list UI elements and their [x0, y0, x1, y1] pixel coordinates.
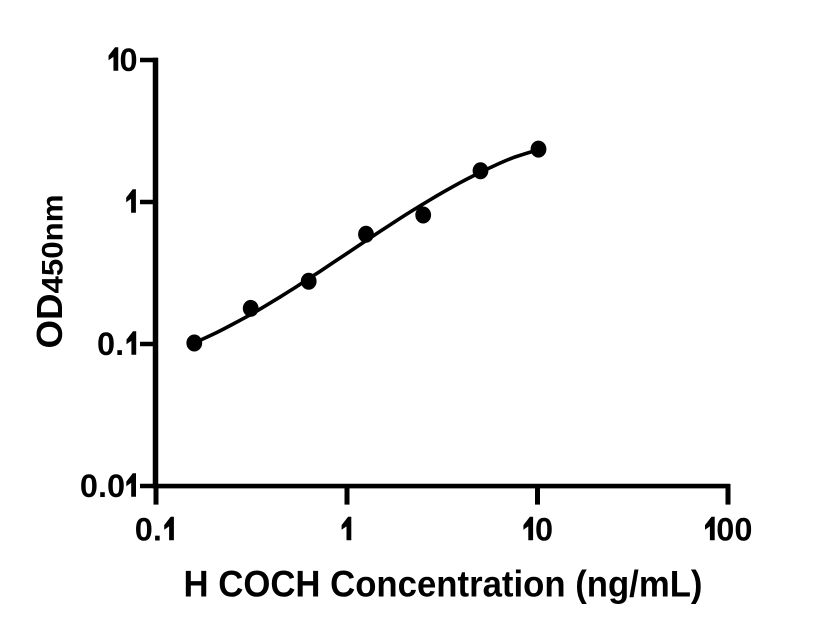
- svg-text:OD450nm: OD450nm: [29, 195, 70, 349]
- svg-text:00: 00: [716, 511, 752, 547]
- svg-text:0: 0: [535, 511, 553, 547]
- svg-text:0: 0: [120, 42, 138, 78]
- svg-text:0.: 0.: [135, 511, 162, 547]
- svg-text:0.: 0.: [97, 326, 124, 362]
- svg-text:H COCH Concentration (ng/mL): H COCH Concentration (ng/mL): [184, 564, 703, 605]
- svg-text:0.0: 0.0: [80, 468, 125, 504]
